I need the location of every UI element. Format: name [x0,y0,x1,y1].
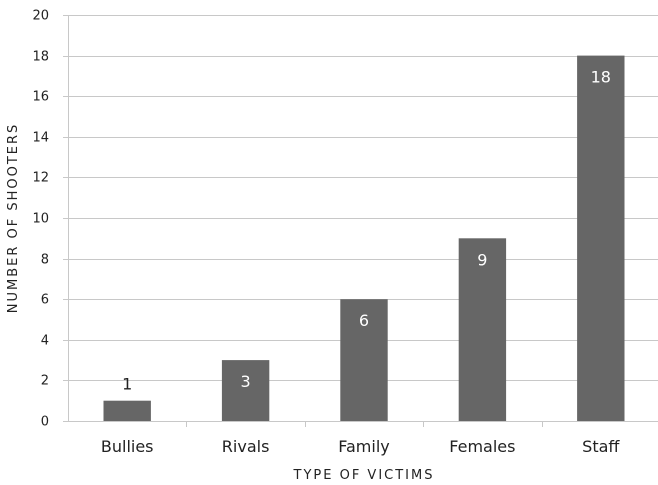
y-tick-label: 18 [32,50,49,65]
data-label: 6 [359,311,369,330]
y-tick-label: 20 [32,9,49,24]
x-tick-label: Staff [582,437,620,456]
data-label: 3 [241,372,251,391]
bar-staff [577,55,625,421]
gridlines [68,15,658,381]
data-label: 1 [122,375,132,394]
y-tick-label: 12 [32,171,49,186]
bar-bullies [103,400,151,421]
y-tick-label: 4 [41,334,49,349]
y-tick-label: 0 [41,415,49,430]
y-tick-label: 2 [41,374,49,389]
y-tick-label: 16 [32,90,49,105]
x-axis-title: TYPE OF VICTIMS [293,468,435,483]
data-label: 9 [477,250,487,269]
x-tick-label: Females [449,437,515,456]
data-label: 18 [591,68,611,87]
data-labels: 1 3 6 9 18 [122,68,611,394]
bar-females [458,238,507,421]
y-tick-label: 10 [32,212,49,227]
y-tick-label: 6 [41,293,49,308]
y-axis-title: NUMBER OF SHOOTERS [6,123,21,314]
y-tick-label: 8 [41,253,49,268]
x-tick-label: Rivals [222,437,270,456]
x-tick-label: Family [338,437,389,456]
x-tick-label: Bullies [101,437,154,456]
bars [103,55,625,421]
bar-family [340,299,388,421]
y-tick-label: 14 [32,131,49,146]
bar-rivals [221,360,270,421]
